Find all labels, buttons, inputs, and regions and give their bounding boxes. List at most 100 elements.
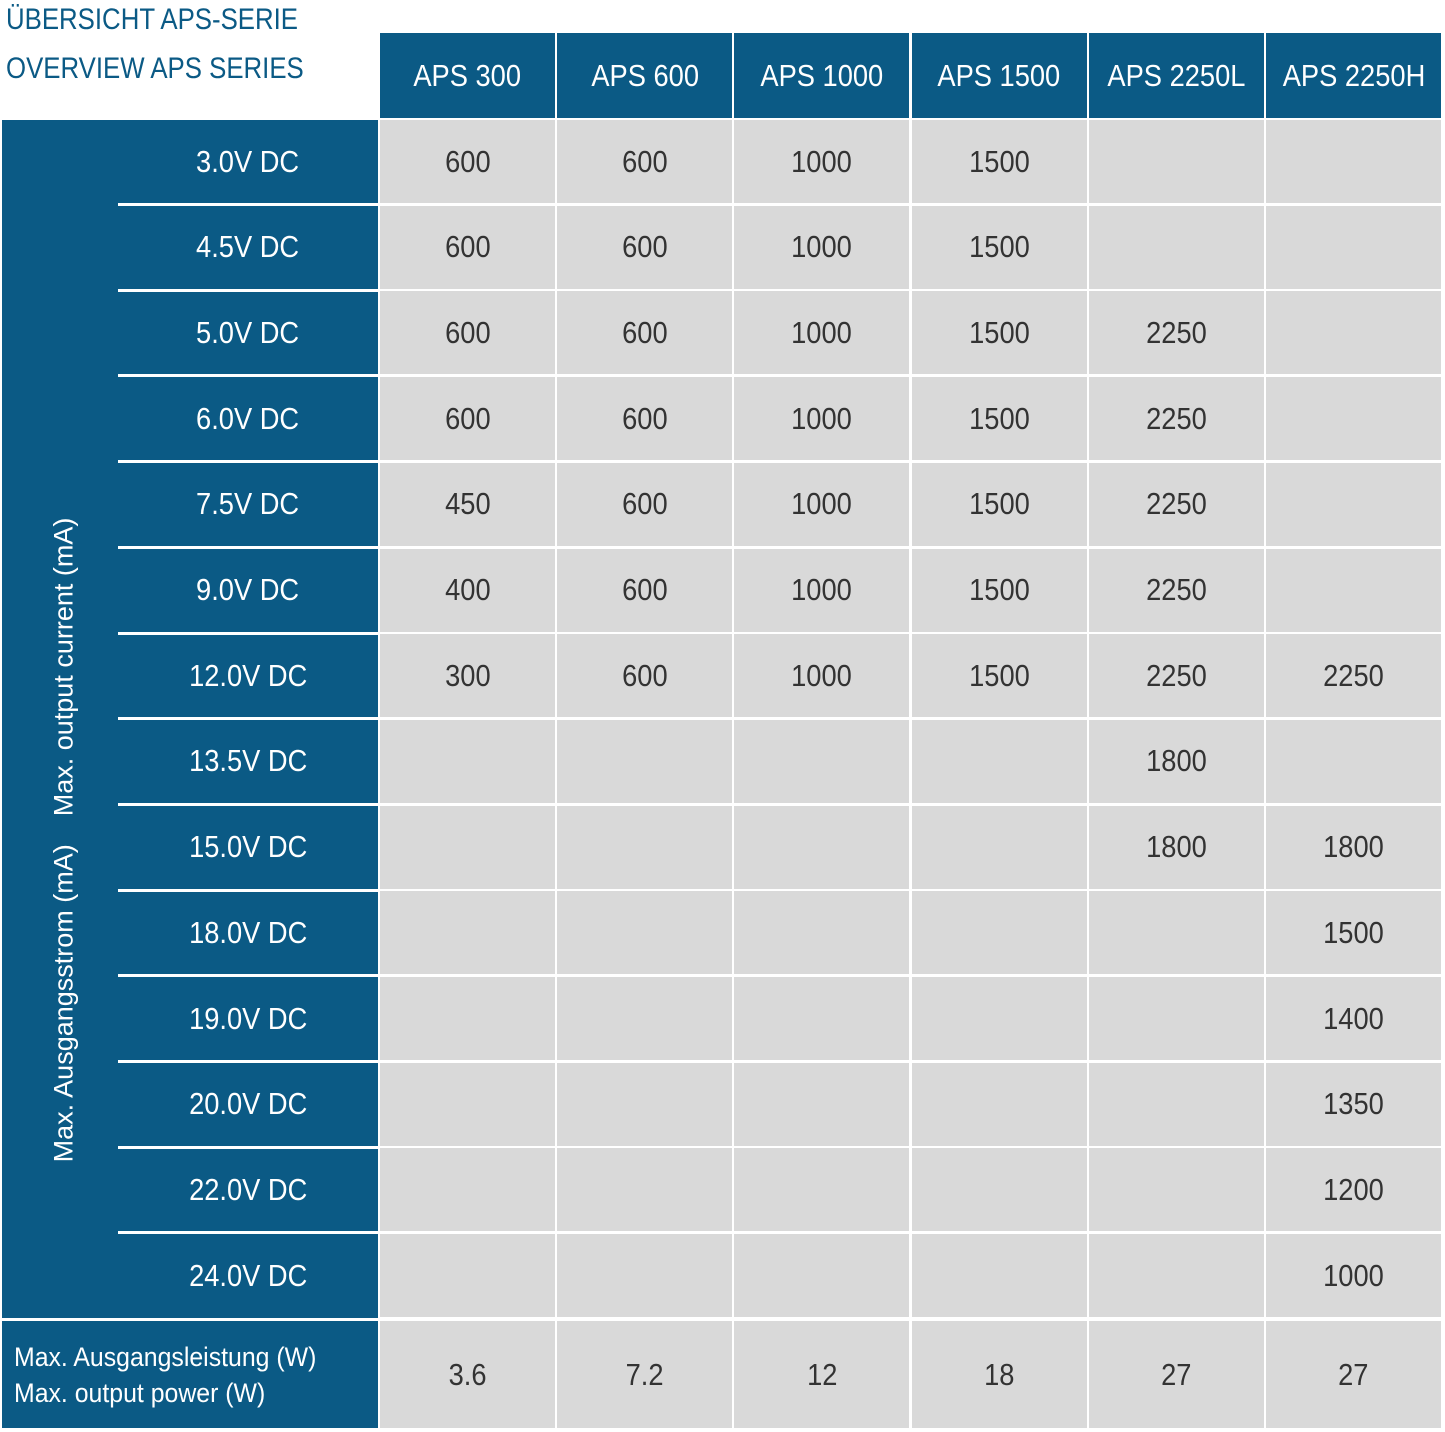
table-cell-text: 1500 (968, 572, 1030, 607)
voltage-label: 19.0V DC (118, 977, 378, 1060)
table-cell-text: 600 (621, 400, 668, 436)
row-divider (118, 1231, 378, 1235)
table-cell-text: 600 (621, 657, 668, 693)
table-cell-text: 1500 (1323, 914, 1384, 950)
table-cell-text: 1500 (968, 143, 1030, 179)
table-cell: 1800 (1088, 719, 1264, 803)
column-header: APS 2250H (1266, 33, 1441, 118)
table-cell: 450 (380, 462, 555, 546)
table-cell (1266, 291, 1441, 375)
table-cell: 1500 (911, 291, 1087, 375)
table-cell-text: 1800 (1323, 829, 1384, 865)
footer-cell-text: 27 (1338, 1356, 1369, 1392)
table-cell-text: 2250 (1145, 400, 1207, 436)
table-cell: 600 (380, 377, 555, 461)
table-cell-text: 1000 (791, 314, 853, 350)
table-cell-text: 600 (444, 400, 491, 436)
table-cell-text: 600 (444, 229, 491, 265)
table-cell-text: 1800 (1145, 829, 1207, 865)
table-cell (1266, 205, 1441, 289)
table-cell-text: 1350 (1323, 1086, 1384, 1122)
footer-cell: 3.6 (380, 1321, 555, 1428)
row-axis-label-english: Max. output current (mA) (48, 517, 79, 817)
table-cell-text: 600 (444, 143, 491, 179)
table-cell: 600 (557, 291, 733, 375)
table-cell (380, 1062, 555, 1146)
table-cell (734, 977, 910, 1060)
footer-cell: 7.2 (557, 1321, 733, 1428)
table-cell-text: 300 (444, 657, 491, 693)
voltage-label-text: 18.0V DC (188, 914, 308, 950)
table-cell: 600 (380, 291, 555, 375)
column-header: APS 300 (380, 33, 555, 118)
column-header-text: APS 600 (590, 57, 699, 93)
column-header-text: APS 2250H (1282, 57, 1425, 93)
footer-cell-text: 18 (983, 1356, 1015, 1392)
table-cell: 600 (557, 548, 733, 632)
voltage-label-text: 4.5V DC (196, 229, 300, 265)
table-cell: 2250 (1088, 291, 1264, 375)
table-cell (1266, 462, 1441, 546)
table-cell (380, 1234, 555, 1318)
table-cell-text: 1200 (1323, 1171, 1384, 1207)
voltage-label-text: 7.5V DC (196, 486, 300, 522)
table-cell: 600 (557, 120, 733, 203)
table-cell (734, 805, 910, 889)
table-cell: 600 (557, 377, 733, 461)
row-divider (118, 460, 378, 464)
table-cell (380, 977, 555, 1060)
table-cell-text: 1000 (1323, 1257, 1384, 1293)
voltage-label-text: 20.0V DC (188, 1086, 308, 1122)
voltage-label: 3.0V DC (118, 120, 378, 203)
table-cell-text: 600 (621, 229, 668, 265)
voltage-label-text: 22.0V DC (188, 1171, 308, 1207)
column-header: APS 2250L (1088, 33, 1264, 118)
table-cell: 1000 (1266, 1234, 1441, 1318)
table-cell: 1500 (911, 120, 1087, 203)
table-cell: 1500 (1266, 891, 1441, 975)
row-divider (118, 1060, 378, 1063)
voltage-label: 15.0V DC (118, 806, 378, 889)
voltage-label-text: 5.0V DC (196, 314, 300, 350)
table-cell: 1000 (734, 377, 910, 461)
column-header-text: APS 2250L (1107, 57, 1246, 93)
table-cell-text: 600 (621, 314, 668, 350)
table-cell: 1800 (1266, 805, 1441, 889)
footer-cell: 12 (734, 1321, 910, 1428)
table-cell (380, 719, 555, 803)
voltage-label-text: 12.0V DC (188, 657, 308, 693)
table-cell (557, 891, 733, 975)
voltage-label: 22.0V DC (118, 1148, 378, 1231)
table-cell (1088, 1234, 1264, 1318)
table-cell-text: 1400 (1323, 1000, 1384, 1036)
table-cell (911, 891, 1087, 975)
voltage-label: 13.5V DC (118, 720, 378, 803)
table-cell (911, 1062, 1087, 1146)
footer-cell-text: 27 (1161, 1356, 1192, 1392)
table-cell (1088, 977, 1264, 1060)
table-cell: 400 (380, 548, 555, 632)
row-divider (118, 203, 378, 206)
table-cell (734, 891, 910, 975)
table-cell: 2250 (1088, 634, 1264, 718)
voltage-label: 24.0V DC (118, 1234, 378, 1317)
table-cell: 2250 (1088, 548, 1264, 632)
table-cell-text: 1500 (968, 314, 1030, 350)
table-cell-text: 600 (621, 486, 668, 522)
footer-cell: 27 (1266, 1321, 1441, 1428)
table-cell (911, 977, 1087, 1060)
table-cell (734, 719, 910, 803)
table-cell-text: 600 (444, 314, 491, 350)
table-cell (557, 1234, 733, 1318)
table-cell-text: 2250 (1145, 572, 1207, 607)
row-divider (118, 631, 378, 635)
table-cell-text: 600 (621, 572, 668, 607)
row-divider (118, 1145, 378, 1149)
footer-cell: 18 (911, 1321, 1087, 1428)
table-cell: 2250 (1266, 634, 1441, 718)
footer-cell-text: 7.2 (625, 1356, 664, 1392)
table-cell-text: 1000 (791, 572, 853, 607)
voltage-label-text: 9.0V DC (196, 572, 300, 607)
table-cell: 1000 (734, 291, 910, 375)
table-cell (1088, 891, 1264, 975)
